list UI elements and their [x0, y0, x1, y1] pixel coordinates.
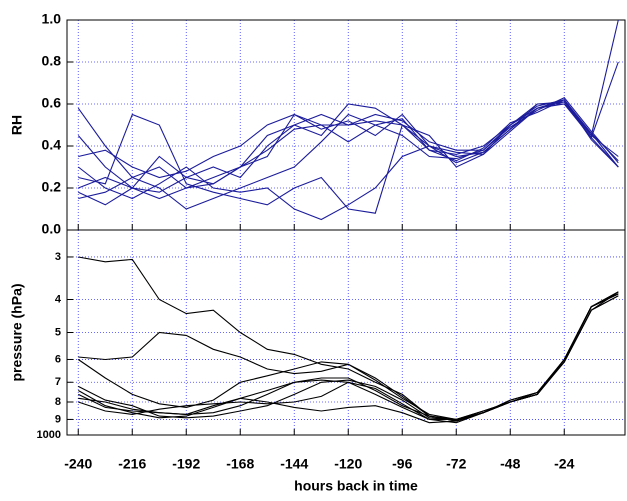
trajectory-line: [77, 103, 619, 193]
y-tick-label: 1000: [37, 429, 61, 441]
y-tick-label: 0.6: [42, 95, 62, 111]
x-tick-label: -72: [446, 456, 466, 472]
x-tick-label: -144: [280, 456, 308, 472]
y-tick-label: 8: [55, 396, 61, 408]
y-tick-label: 6: [55, 353, 61, 365]
x-tick-label: -216: [118, 456, 146, 472]
y-tick-label: 7: [55, 376, 61, 388]
x-tick-label: -24: [554, 456, 574, 472]
y-axis-title: RH: [9, 115, 25, 135]
x-tick-label: -240: [64, 456, 92, 472]
plot-frame: [66, 229, 626, 436]
y-tick-label: 1.0: [42, 11, 62, 27]
y-tick-label: 9: [55, 413, 61, 425]
x-tick-label: -192: [172, 456, 200, 472]
x-tick-label: -96: [392, 456, 412, 472]
x-tick-label: -168: [226, 456, 254, 472]
trajectory-line: [78, 293, 619, 424]
trajectory-line: [78, 99, 619, 206]
y-tick-label: 4: [55, 293, 62, 305]
trajectory-line: [78, 61, 619, 189]
x-axis-title: hours back in time: [294, 478, 418, 494]
trajectory-line: [77, 101, 619, 221]
y-tick-label: 0.8: [42, 53, 62, 69]
trajectory-line: [78, 291, 619, 421]
y-tick-label: 0.4: [42, 137, 62, 153]
x-tick-label: -48: [500, 456, 520, 472]
x-tick-label: -120: [334, 456, 362, 472]
y-axis-title: pressure (hPa): [9, 283, 25, 381]
y-tick-label: 0.0: [42, 221, 62, 237]
y-tick-label: 5: [55, 326, 61, 338]
y-tick-label: 0.2: [42, 179, 62, 195]
y-tick-label: 3: [55, 251, 61, 263]
